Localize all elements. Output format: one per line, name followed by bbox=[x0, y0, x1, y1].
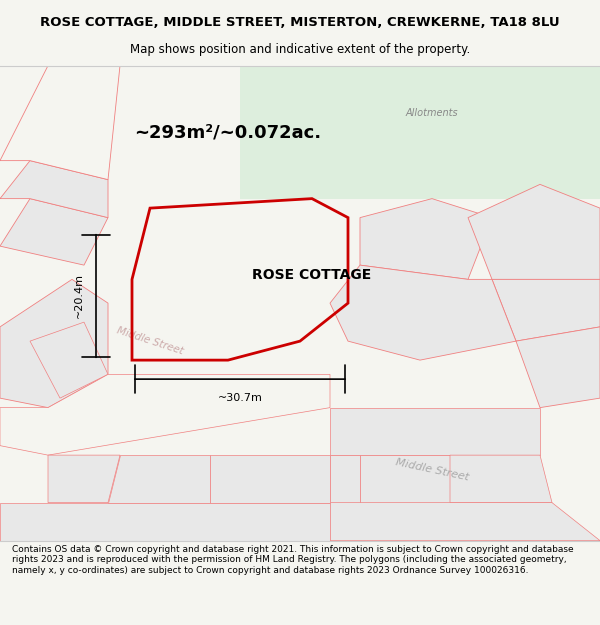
Text: Middle Street: Middle Street bbox=[115, 326, 185, 357]
Text: Allotments: Allotments bbox=[406, 108, 458, 118]
Polygon shape bbox=[330, 455, 360, 503]
Text: Map shows position and indicative extent of the property.: Map shows position and indicative extent… bbox=[130, 42, 470, 56]
Polygon shape bbox=[240, 66, 600, 199]
Polygon shape bbox=[330, 408, 540, 455]
Polygon shape bbox=[330, 265, 516, 360]
Polygon shape bbox=[468, 184, 600, 279]
Polygon shape bbox=[360, 455, 450, 503]
Polygon shape bbox=[516, 327, 600, 408]
Polygon shape bbox=[492, 279, 600, 341]
Text: ROSE COTTAGE, MIDDLE STREET, MISTERTON, CREWKERNE, TA18 8LU: ROSE COTTAGE, MIDDLE STREET, MISTERTON, … bbox=[40, 16, 560, 29]
Polygon shape bbox=[330, 503, 600, 541]
Polygon shape bbox=[360, 199, 492, 279]
Polygon shape bbox=[0, 279, 108, 408]
Polygon shape bbox=[0, 374, 330, 455]
Polygon shape bbox=[0, 161, 108, 217]
Text: Contains OS data © Crown copyright and database right 2021. This information is : Contains OS data © Crown copyright and d… bbox=[12, 545, 574, 574]
Polygon shape bbox=[210, 455, 330, 503]
Text: ~20.4m: ~20.4m bbox=[74, 274, 84, 319]
Text: Middle Street: Middle Street bbox=[394, 457, 470, 482]
Text: ROSE COTTAGE: ROSE COTTAGE bbox=[253, 268, 371, 282]
Polygon shape bbox=[0, 199, 108, 265]
Text: ~293m²/~0.072ac.: ~293m²/~0.072ac. bbox=[134, 123, 322, 141]
Polygon shape bbox=[30, 322, 108, 398]
Polygon shape bbox=[48, 455, 120, 503]
Polygon shape bbox=[108, 455, 210, 503]
Text: ~30.7m: ~30.7m bbox=[218, 393, 262, 403]
Polygon shape bbox=[450, 455, 552, 503]
Polygon shape bbox=[0, 66, 120, 179]
Polygon shape bbox=[0, 503, 330, 541]
